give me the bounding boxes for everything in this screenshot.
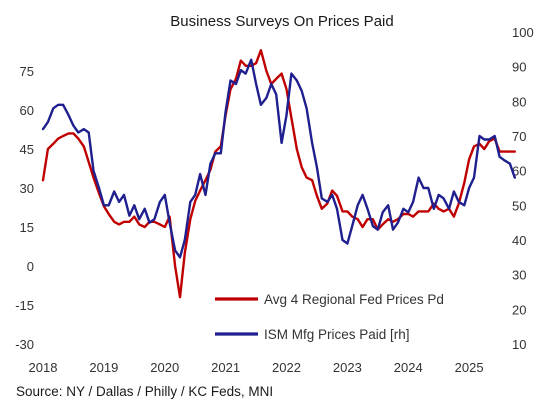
legend-label-regional-fed: Avg 4 Regional Fed Prices Pd — [264, 292, 444, 307]
right-tick-label: 90 — [512, 60, 526, 75]
right-tick-label: 10 — [512, 337, 526, 352]
left-tick-label: 75 — [20, 64, 34, 79]
left-tick-label: 15 — [20, 220, 34, 235]
right-tick-label: 20 — [512, 302, 526, 317]
legend: Avg 4 Regional Fed Prices Pd ISM Mfg Pri… — [215, 292, 444, 342]
left-tick-label: 30 — [20, 181, 34, 196]
right-tick-label: 30 — [512, 268, 526, 283]
x-tick-label: 2020 — [150, 360, 179, 375]
series-line-ism — [41, 58, 516, 259]
x-tick-label: 2025 — [455, 360, 484, 375]
right-tick-label: 100 — [512, 25, 534, 40]
right-tick-label: 60 — [512, 164, 526, 179]
right-tick-label: 70 — [512, 129, 526, 144]
x-tick-label: 2021 — [211, 360, 240, 375]
right-axis-ticks: 100 90 80 70 60 50 40 30 20 10 — [512, 25, 534, 352]
right-tick-label: 40 — [512, 233, 526, 248]
series-lines — [41, 49, 516, 299]
x-tick-label: 2022 — [272, 360, 301, 375]
x-axis-ticks: 2018 2019 2020 2021 2022 2023 2024 2025 — [29, 360, 484, 375]
right-tick-label: 80 — [512, 94, 526, 109]
source-note: Source: NY / Dallas / Philly / KC Feds, … — [16, 384, 273, 399]
left-tick-label: -30 — [15, 337, 34, 352]
series-line-regional-fed — [41, 49, 516, 299]
x-tick-label: 2024 — [394, 360, 423, 375]
left-axis-ticks: 75 60 45 30 15 0 -15 -30 — [15, 64, 34, 352]
left-tick-label: 45 — [20, 142, 34, 157]
left-tick-label: -15 — [15, 298, 34, 313]
left-tick-label: 0 — [27, 259, 34, 274]
right-tick-label: 50 — [512, 198, 526, 213]
x-tick-label: 2018 — [29, 360, 58, 375]
x-tick-label: 2019 — [89, 360, 118, 375]
chart-title: Business Surveys On Prices Paid — [170, 13, 393, 30]
legend-label-ism: ISM Mfg Prices Paid [rh] — [264, 327, 410, 342]
x-tick-label: 2023 — [333, 360, 362, 375]
left-tick-label: 60 — [20, 103, 34, 118]
